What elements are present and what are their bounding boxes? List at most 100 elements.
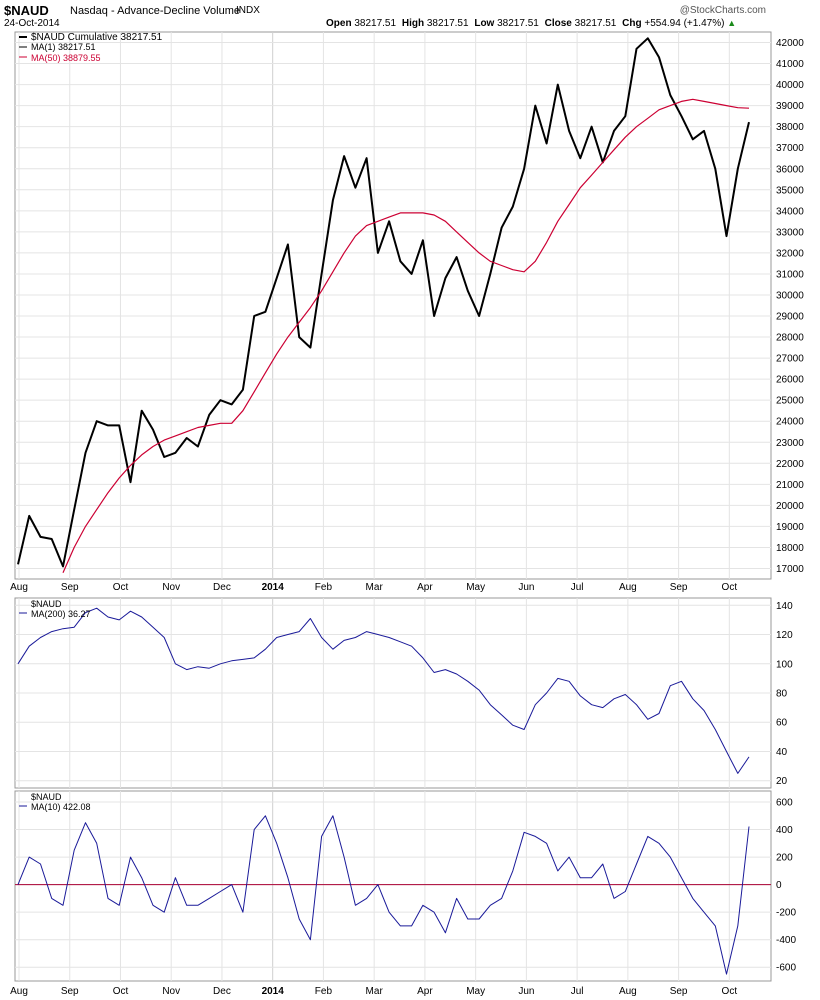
legend-ma50: MA(50) 38879.55 <box>31 53 101 63</box>
low-value: 38217.51 <box>497 18 539 29</box>
x-tick-label-main: Nov <box>162 582 180 593</box>
axis-layer: Aug Sep Oct Nov Dec 2014 Feb Mar Apr May Jun Jul Aug… <box>10 38 804 997</box>
y-tick-label: 0 <box>776 880 782 891</box>
y-tick-label: 26000 <box>776 375 804 386</box>
x-tick-label-bottom: Mar <box>366 986 384 997</box>
main-panel-frame <box>14 31 772 580</box>
y-tick-label: 28000 <box>776 333 804 344</box>
y-tick-label: 17000 <box>776 564 804 575</box>
y-tick-label: 38000 <box>776 122 804 133</box>
x-tick-label-main: Jun <box>518 582 534 593</box>
y-tick-label: 31000 <box>776 269 804 280</box>
high-label: High <box>401 18 425 29</box>
close-value: 38217.51 <box>574 18 617 29</box>
x-tick-label-main: Oct <box>113 582 129 593</box>
x-tick-label-main: Jul <box>571 582 584 593</box>
y-tick-label: 600 <box>776 798 793 809</box>
chg-value: +554.94 (+1.47%) <box>644 18 725 29</box>
x-tick-label-bottom: Nov <box>162 986 180 997</box>
y-tick-label: 40000 <box>776 80 804 91</box>
legend-ma200: MA(200) 36.27 <box>31 609 91 619</box>
grid-layer <box>15 32 771 981</box>
x-tick-label-main: Apr <box>417 582 433 593</box>
y-tick-label: 41000 <box>776 59 804 70</box>
y-tick-label: 25000 <box>776 396 804 407</box>
legend-ma10: MA(10) 422.08 <box>31 802 91 812</box>
chart-date: 24-Oct-2014 <box>4 18 60 29</box>
x-tick-label-bottom: May <box>466 986 485 997</box>
legend-bottom-symbol: $NAUD <box>31 792 62 802</box>
symbol-description: Nasdaq - Advance-Decline Volume <box>70 5 240 17</box>
y-tick-label: 35000 <box>776 185 804 196</box>
open-label: Open <box>326 18 352 29</box>
x-tick-label-main: Sep <box>670 582 688 593</box>
y-tick-label: 36000 <box>776 164 804 175</box>
x-tick-label-bottom: Sep <box>670 986 688 997</box>
y-tick-label: 29000 <box>776 312 804 323</box>
x-tick-label-bottom: Apr <box>417 986 433 997</box>
x-tick-label-main: May <box>466 582 485 593</box>
x-tick-label-main: Aug <box>10 582 28 593</box>
y-tick-label: 120 <box>776 630 793 641</box>
open-value: 38217.51 <box>354 18 397 29</box>
x-tick-label-bottom: Feb <box>315 986 333 997</box>
series-line-ma10 <box>17 815 750 975</box>
x-tick-label-main: 2014 <box>262 582 285 593</box>
symbol-title: $NAUD <box>4 3 49 18</box>
legend-layer: $NAUD Cumulative 38217.51 MA(1) 38217.51… <box>19 32 163 812</box>
y-tick-label: 200 <box>776 853 793 864</box>
y-tick-label: 400 <box>776 825 793 836</box>
x-tick-label-main: Sep <box>61 582 79 593</box>
series-line-ma200 <box>17 607 750 774</box>
chg-label: Chg <box>622 18 642 29</box>
y-tick-label: 100 <box>776 659 793 670</box>
watermark: @StockCharts.com <box>679 5 766 16</box>
up-triangle-icon: ▲ <box>727 18 737 28</box>
y-tick-label: 23000 <box>776 438 804 449</box>
y-tick-label: 27000 <box>776 354 804 365</box>
y-tick-label: 19000 <box>776 522 804 533</box>
y-tick-label: -200 <box>776 908 796 919</box>
x-tick-label-bottom: Oct <box>113 986 129 997</box>
x-tick-label-main: Dec <box>213 582 231 593</box>
y-tick-label: -600 <box>776 963 796 974</box>
legend-main-series: $NAUD Cumulative 38217.51 <box>31 32 163 43</box>
exchange-label: INDX <box>236 5 260 16</box>
y-tick-label: 42000 <box>776 38 804 49</box>
close-label: Close <box>544 18 572 29</box>
y-tick-label: 34000 <box>776 206 804 217</box>
y-tick-label: 40 <box>776 747 788 758</box>
x-tick-label-main: Aug <box>619 582 637 593</box>
x-tick-label-bottom: Jul <box>571 986 584 997</box>
series-layer <box>15 37 771 975</box>
y-tick-label: 22000 <box>776 459 804 470</box>
y-tick-label: 30000 <box>776 290 804 301</box>
y-tick-label: 140 <box>776 601 793 612</box>
low-label: Low <box>474 18 495 29</box>
x-tick-label-bottom: Sep <box>61 986 79 997</box>
y-tick-label: 60 <box>776 718 788 729</box>
bottom-panel-frame <box>14 790 772 982</box>
x-tick-label-bottom: Jun <box>518 986 534 997</box>
y-tick-label: 18000 <box>776 543 804 554</box>
x-tick-label-main: Mar <box>366 582 384 593</box>
y-tick-label: 37000 <box>776 143 804 154</box>
y-tick-label: 20 <box>776 776 788 787</box>
legend-ma1: MA(1) 38217.51 <box>31 42 96 52</box>
x-tick-label-bottom: Aug <box>10 986 28 997</box>
y-tick-label: 32000 <box>776 248 804 259</box>
y-tick-label: 20000 <box>776 501 804 512</box>
y-tick-label: 80 <box>776 689 788 700</box>
y-tick-label: 39000 <box>776 101 804 112</box>
y-tick-label: 24000 <box>776 417 804 428</box>
x-tick-label-bottom: 2014 <box>262 986 285 997</box>
x-tick-label-bottom: Oct <box>722 986 738 997</box>
x-tick-label-bottom: Aug <box>619 986 637 997</box>
x-tick-label-main: Oct <box>722 582 738 593</box>
series-line-naud-cumulative <box>17 37 750 568</box>
legend-middle-symbol: $NAUD <box>31 599 62 609</box>
x-tick-label-bottom: Dec <box>213 986 231 997</box>
high-value: 38217.51 <box>426 18 469 29</box>
